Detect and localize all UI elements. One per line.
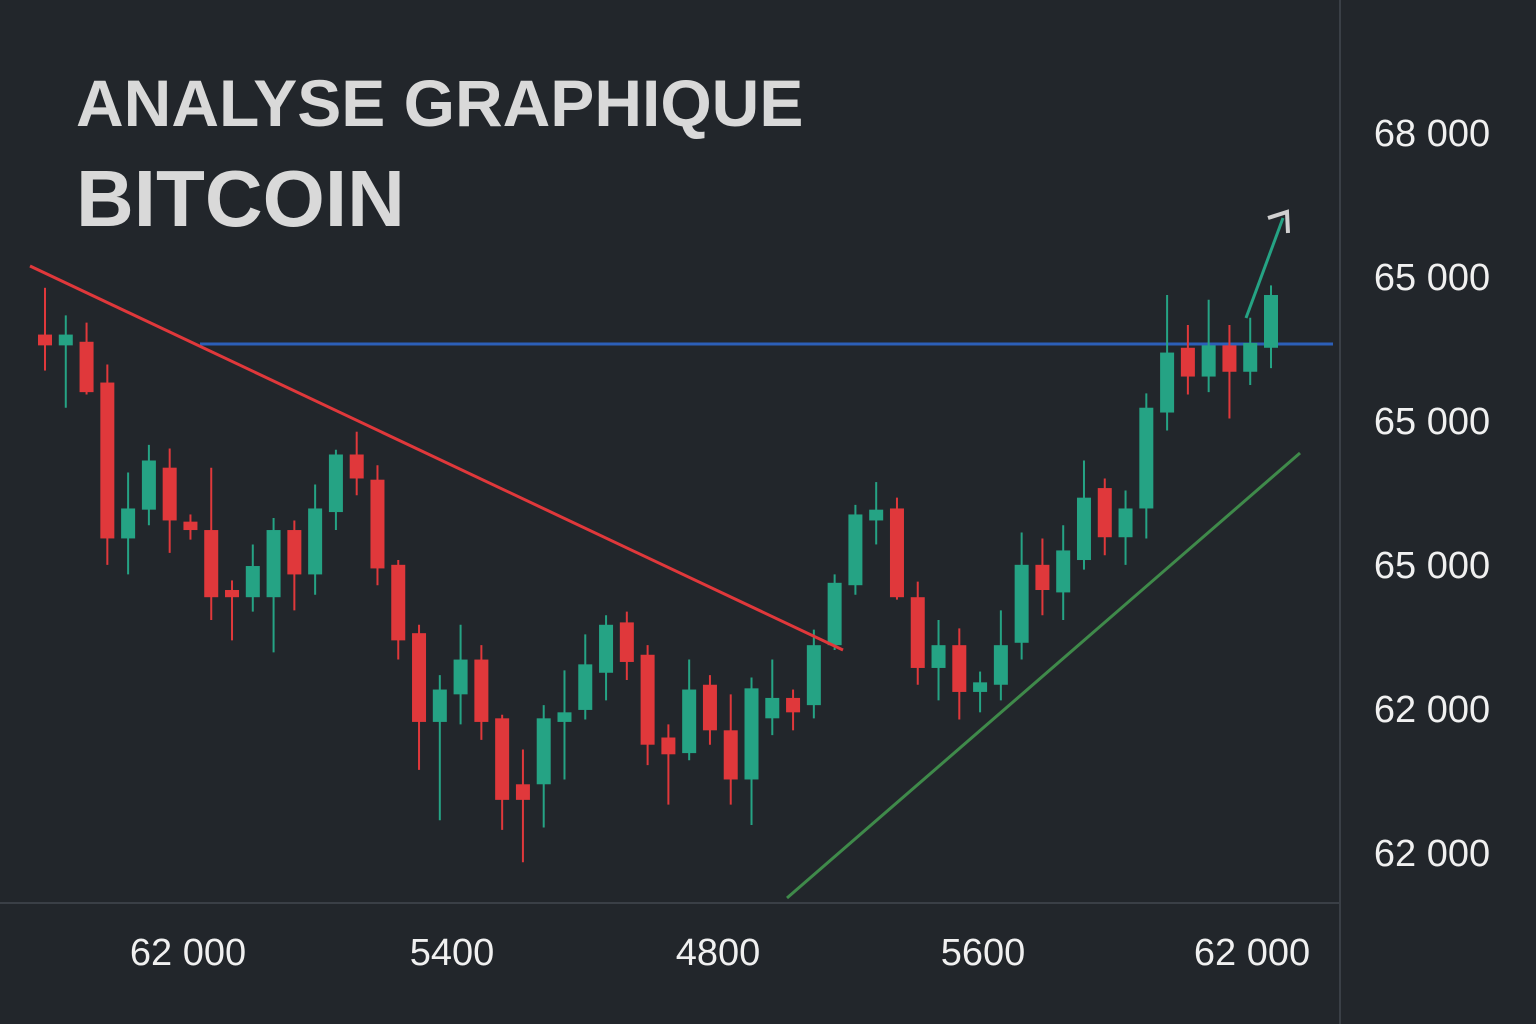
candle-body xyxy=(744,688,759,780)
up-trendline xyxy=(786,451,1301,900)
candle-body xyxy=(38,334,52,346)
candle-body xyxy=(578,664,593,710)
candle-body xyxy=(100,382,115,539)
candle-body xyxy=(599,624,614,673)
candle-body xyxy=(557,712,572,722)
candle-body xyxy=(889,508,904,598)
candle-body xyxy=(121,508,136,539)
candle-body xyxy=(162,467,177,521)
candle-body xyxy=(495,718,510,800)
candle-body xyxy=(952,645,967,692)
x-tick-label: 5600 xyxy=(941,932,1026,974)
candle-body xyxy=(1264,295,1278,348)
y-tick-label: 68 000 xyxy=(1374,113,1490,155)
candle-body xyxy=(786,697,801,713)
arrow-head xyxy=(1267,209,1290,234)
candle-body xyxy=(453,659,468,695)
candle-body xyxy=(848,514,863,586)
candle-body xyxy=(370,479,385,569)
candle-body xyxy=(515,784,530,800)
candle-body xyxy=(1014,564,1029,643)
candle-body xyxy=(308,508,323,575)
candle-body xyxy=(183,521,198,531)
candle-body xyxy=(1243,342,1258,372)
candle-body xyxy=(1076,497,1091,561)
candle-body xyxy=(58,334,73,346)
candle-body xyxy=(1201,345,1216,377)
x-tick-label: 4800 xyxy=(676,932,761,974)
y-tick-label: 62 000 xyxy=(1374,689,1490,731)
candle-body xyxy=(869,509,884,521)
candle-body xyxy=(1035,564,1050,591)
candle-body xyxy=(474,659,489,722)
candle-body xyxy=(619,622,634,662)
candle-body xyxy=(1160,352,1175,413)
candle-body xyxy=(702,684,717,731)
chart-subtitle: BITCOIN xyxy=(76,154,405,243)
candle-body xyxy=(1118,508,1133,538)
candle-body xyxy=(993,645,1008,685)
y-tick-label: 65 000 xyxy=(1374,257,1490,299)
candle-body xyxy=(931,645,946,668)
candle-body xyxy=(412,633,427,722)
candle-body xyxy=(204,530,219,598)
candle-body xyxy=(536,718,551,785)
candle-body xyxy=(1056,550,1071,593)
y-tick-label: 65 000 xyxy=(1374,545,1490,587)
candle-body xyxy=(225,590,240,598)
candle-body xyxy=(1097,488,1112,538)
y-tick-label: 65 000 xyxy=(1374,401,1490,443)
candle-body xyxy=(765,697,780,719)
candle-body xyxy=(682,689,697,754)
down-trendline xyxy=(29,264,844,652)
x-tick-label: 62 000 xyxy=(1194,932,1310,974)
candle-body xyxy=(391,564,406,641)
candle-body xyxy=(1222,345,1237,372)
candle-body xyxy=(1180,347,1195,377)
arrow xyxy=(1244,217,1285,319)
candle-body xyxy=(79,341,94,393)
x-tick-label: 62 000 xyxy=(130,932,246,974)
candle-body xyxy=(349,454,364,479)
candle-body xyxy=(827,582,842,646)
candle-body xyxy=(806,645,821,706)
candle-body xyxy=(1139,407,1154,509)
candle-body xyxy=(723,730,738,780)
candle-body xyxy=(266,530,281,598)
candle-body xyxy=(640,654,655,745)
candle-body xyxy=(287,530,302,575)
candle-body xyxy=(328,454,343,513)
candle-body xyxy=(245,566,260,598)
candle-body xyxy=(141,460,156,510)
x-tick-label: 5400 xyxy=(410,932,495,974)
candle-body xyxy=(661,737,676,755)
y-tick-label: 62 000 xyxy=(1374,833,1490,875)
chart-title: ANALYSE GRAPHIQUE xyxy=(76,66,803,140)
candle-body xyxy=(910,597,925,668)
candle-body xyxy=(432,689,447,722)
candle-body xyxy=(973,682,988,692)
